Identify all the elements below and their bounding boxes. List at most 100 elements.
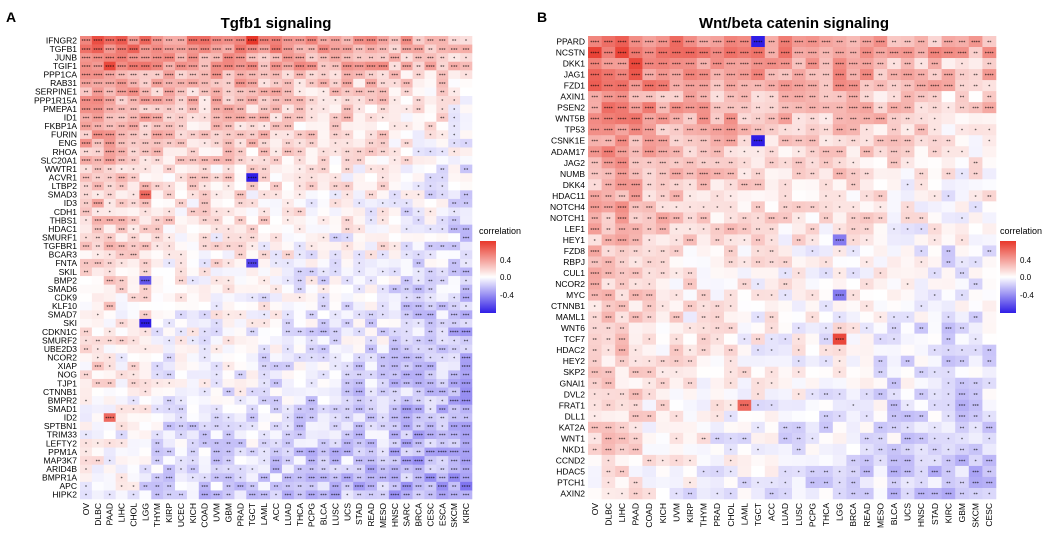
heatmap-cell [860, 69, 874, 81]
heatmap-cell [832, 223, 847, 235]
heatmap-cell [412, 353, 425, 363]
heatmap-cell [846, 300, 861, 312]
heatmap-cell [588, 91, 602, 103]
significance-stars: * [132, 493, 135, 499]
heatmap-cell [887, 256, 902, 268]
heatmap-cell [669, 377, 684, 390]
heatmap-cell [91, 464, 105, 474]
heatmap-cell [873, 124, 888, 136]
heatmap-cell [928, 300, 942, 312]
significance-stars: * [406, 244, 409, 250]
heatmap-cell [412, 61, 425, 71]
heatmap-cell [281, 447, 295, 457]
heatmap-cell [376, 104, 390, 114]
heatmap-cell [615, 201, 630, 213]
significance-stars: *** [659, 227, 667, 233]
heatmap-cell [281, 327, 295, 337]
significance-stars: *** [201, 202, 209, 208]
heatmap-cell [436, 301, 449, 311]
significance-stars: ** [96, 459, 101, 465]
significance-stars: * [465, 39, 468, 45]
heatmap-cell [928, 388, 942, 401]
heatmap-cell [234, 87, 247, 97]
significance-stars: * [132, 339, 135, 345]
significance-stars: * [429, 210, 432, 216]
heatmap-cell [792, 234, 806, 246]
heatmap-cell [900, 135, 915, 147]
significance-stars: ** [393, 425, 398, 431]
heatmap-cell [198, 224, 211, 234]
row-label: IFNGR2 [46, 35, 77, 45]
heatmap-cell [424, 344, 437, 354]
heatmap-cell [376, 353, 390, 363]
significance-stars: *** [959, 393, 967, 399]
heatmap-cell [928, 289, 942, 301]
heatmap-cell [873, 223, 888, 235]
heatmap-cell [751, 278, 766, 290]
heatmap-cell [91, 396, 105, 405]
heatmap-cell [270, 156, 283, 165]
heatmap-cell [448, 456, 461, 465]
heatmap-cell [642, 289, 657, 301]
significance-stars: *** [632, 95, 640, 101]
significance-stars: *** [356, 407, 364, 413]
significance-stars: ** [107, 184, 112, 190]
heatmap-cell [270, 413, 283, 423]
significance-stars: * [239, 236, 242, 242]
heatmap-cell [293, 387, 306, 397]
significance-stars: ** [226, 90, 231, 96]
heatmap-cell [460, 138, 473, 148]
heatmap-cell [778, 212, 793, 224]
significance-stars: ** [404, 313, 409, 319]
heatmap-cell [175, 318, 188, 328]
significance-stars: * [730, 371, 733, 377]
heatmap-cell [281, 207, 295, 217]
heatmap-cell [163, 370, 176, 380]
heatmap-cell [436, 164, 449, 174]
significance-stars: **** [93, 82, 103, 88]
heatmap-cell [115, 361, 128, 371]
significance-stars: ** [440, 279, 445, 285]
heatmap-cell [270, 473, 283, 483]
heatmap-cell [139, 361, 152, 371]
heatmap-cell [846, 410, 861, 423]
significance-stars: * [287, 262, 290, 268]
heatmap-cell [341, 481, 354, 491]
significance-stars: **** [862, 62, 872, 68]
heatmap-cell [234, 207, 247, 217]
heatmap-cell [955, 135, 970, 147]
heatmap-cell [91, 164, 105, 174]
significance-stars: ** [810, 128, 815, 134]
heatmap-cell [222, 464, 235, 474]
heatmap-cell [139, 430, 152, 440]
heatmap-cell [436, 104, 449, 114]
significance-stars: **** [367, 39, 377, 45]
heatmap-cell [832, 278, 847, 290]
heatmap-cell [186, 198, 200, 208]
heatmap-cell [103, 396, 116, 405]
significance-stars: ** [381, 373, 386, 379]
significance-stars: * [441, 107, 444, 113]
heatmap-cell [365, 421, 378, 431]
significance-stars: * [675, 338, 678, 344]
significance-stars: * [934, 371, 937, 377]
significance-stars: **** [808, 40, 818, 46]
heatmap-cell [424, 241, 437, 251]
heatmap-cell [103, 361, 116, 371]
heatmap-cell [175, 44, 188, 54]
heatmap-cell [80, 36, 93, 45]
significance-stars: * [180, 262, 183, 268]
heatmap-cell [365, 353, 378, 363]
heatmap-cell [365, 96, 378, 105]
heatmap-cell [615, 311, 630, 323]
heatmap-cell [669, 69, 684, 81]
significance-stars: ** [226, 99, 231, 105]
heatmap-cell [873, 443, 888, 456]
significance-stars: * [825, 327, 828, 333]
heatmap-cell [846, 146, 861, 158]
significance-stars: * [920, 249, 923, 255]
significance-stars: ** [274, 425, 279, 431]
significance-stars: ** [286, 442, 291, 448]
significance-stars: * [275, 150, 278, 156]
heatmap-cell [376, 267, 390, 277]
